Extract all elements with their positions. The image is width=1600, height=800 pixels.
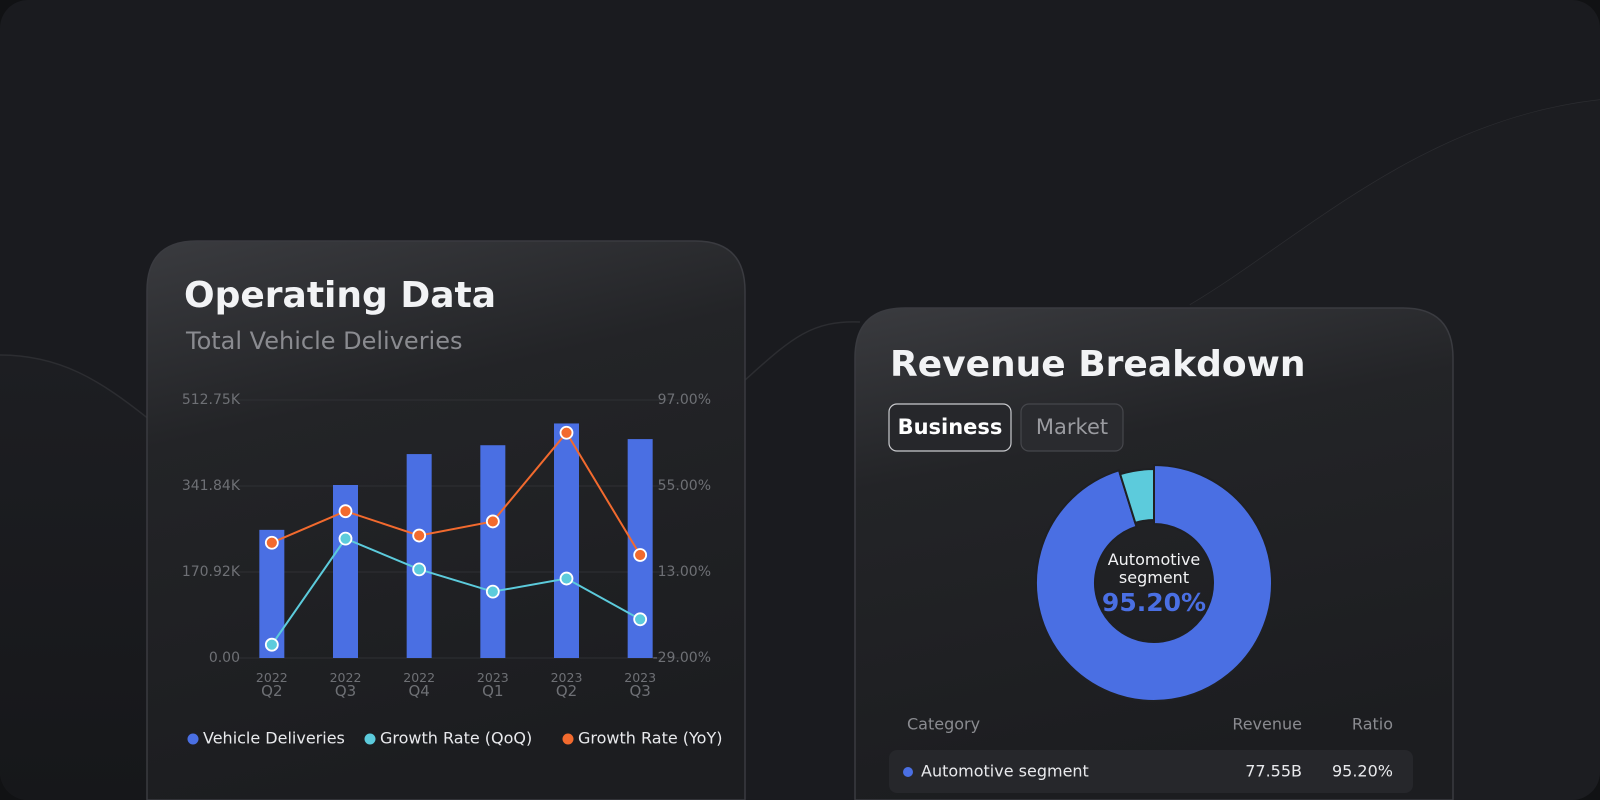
card-title: Revenue Breakdown [890, 344, 1305, 385]
y-tick-label: 341.84K [182, 478, 241, 494]
card-title: Operating Data [184, 275, 496, 316]
x-tick-label: 2022 Q4 [403, 670, 435, 700]
table-cell: 77.55B [1245, 762, 1302, 781]
x-tick-label: 2022 Q2 [256, 670, 288, 700]
line-point [412, 528, 427, 543]
legend-label: Growth Rate (YoY) [578, 729, 722, 748]
line-point [559, 425, 574, 440]
donut-slice [1035, 463, 1273, 702]
combo-chart: 0.00 170.92K 341.84K 512.75K -29.00% 13.00% 55… [182, 392, 723, 748]
tab[interactable] [1020, 403, 1124, 452]
legend-label: Growth Rate (QoQ) [380, 729, 532, 748]
x-tick-label: 2023 Q1 [477, 670, 509, 700]
x-tick-label: 2023 Q2 [551, 670, 583, 700]
tab-active[interactable] [888, 403, 1012, 452]
y2-tick-label: 55.00% [658, 478, 711, 494]
bar [259, 529, 285, 658]
row-marker [903, 767, 913, 777]
center-label: Automotive segment [1108, 550, 1201, 587]
bar [554, 423, 579, 658]
line-point [264, 535, 279, 550]
bar [406, 454, 432, 658]
line-point [559, 571, 574, 586]
card-subtitle: Total Vehicle Deliveries [185, 327, 463, 355]
operating-card [146, 240, 746, 800]
legend-marker [562, 733, 574, 745]
table-header: Ratio [1352, 715, 1393, 734]
legend-label: Vehicle Deliveries [203, 729, 345, 748]
line-point [338, 531, 353, 546]
line-point [412, 562, 427, 577]
tab-label[interactable]: Market [1036, 415, 1108, 439]
y-tick-label: 512.75K [182, 392, 241, 408]
y-tick-label: 0.00 [209, 650, 240, 666]
table-header: Revenue [1232, 715, 1302, 734]
tab-label[interactable]: Business [898, 415, 1003, 439]
x-tick-label: 2023 Q3 [624, 670, 656, 700]
table-cell: Automotive segment [921, 762, 1089, 781]
center-value: 95.20% [1102, 588, 1206, 617]
series-line [271, 431, 642, 556]
line-point [338, 504, 353, 519]
line-point [485, 584, 500, 599]
legend-marker [187, 733, 199, 745]
revenue-table: Category Revenue Ratio Automotive segmen… [889, 715, 1413, 793]
x-tick-label: 2022 Q3 [330, 670, 362, 700]
tab-bar: Business Market [888, 403, 1124, 452]
donut-slice [1118, 467, 1155, 525]
table-header: Category [907, 715, 980, 734]
y2-tick-label: 13.00% [658, 564, 711, 580]
line-point [633, 548, 648, 562]
table-cell: 95.20% [1332, 762, 1393, 781]
line-point [633, 612, 648, 627]
y2-tick-label: -29.00% [653, 650, 711, 666]
line-point [485, 514, 500, 529]
y-tick-label: 170.92K [182, 564, 241, 580]
line-point [264, 637, 279, 652]
legend-marker [364, 733, 376, 745]
bar [480, 445, 506, 658]
table-row[interactable] [889, 750, 1413, 793]
y2-tick-label: 97.00% [658, 392, 711, 408]
series-line [271, 537, 641, 646]
